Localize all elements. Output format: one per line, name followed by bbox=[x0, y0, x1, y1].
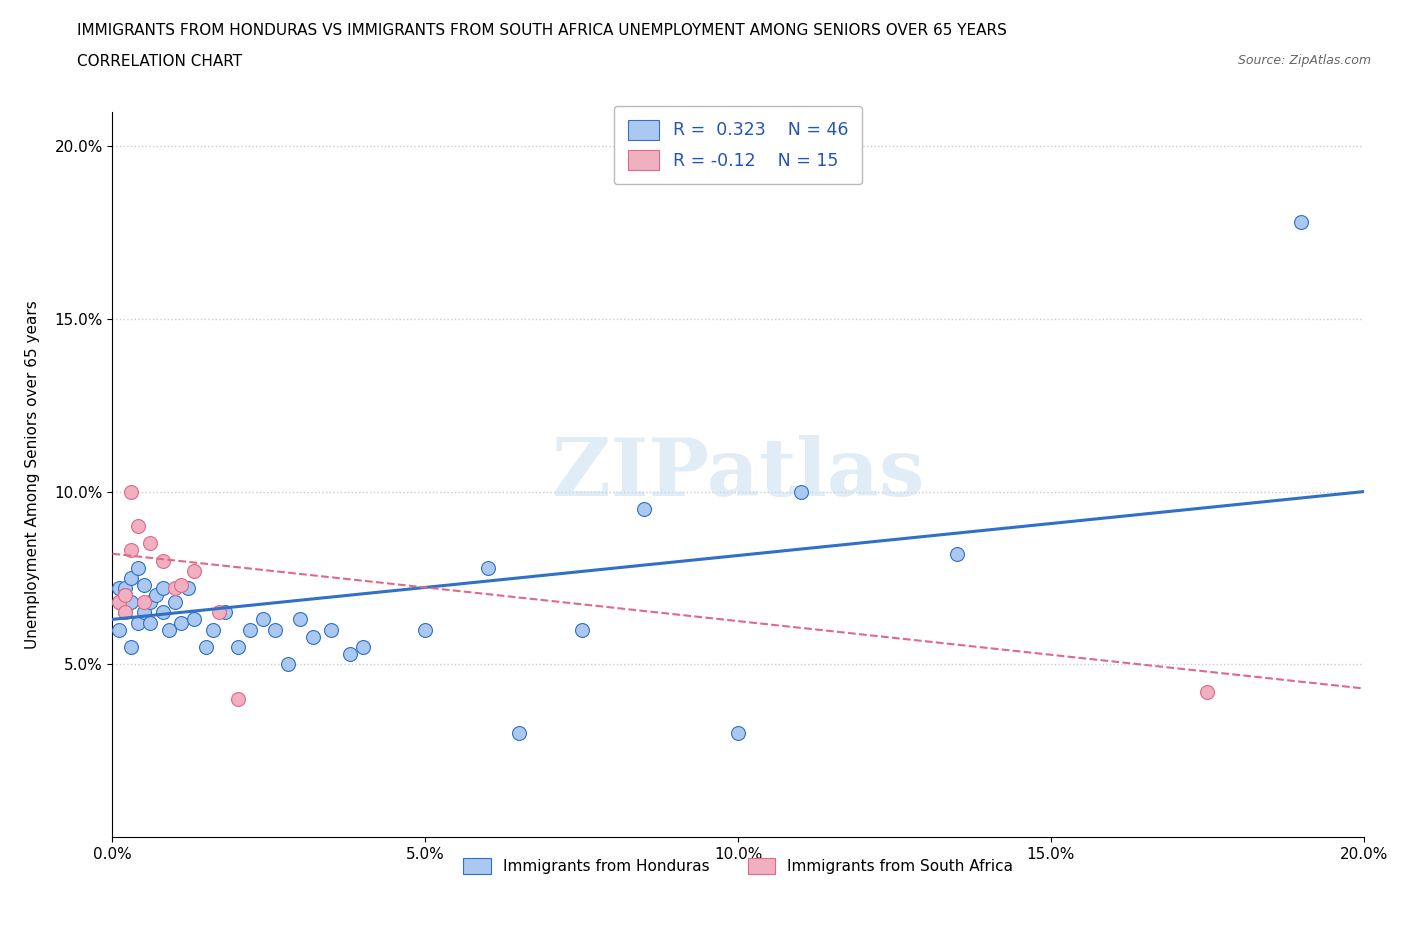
Point bbox=[120, 640, 142, 655]
Point bbox=[114, 581, 136, 596]
Text: Source: ZipAtlas.com: Source: ZipAtlas.com bbox=[1237, 54, 1371, 67]
Point bbox=[571, 622, 593, 637]
Text: IMMIGRANTS FROM HONDURAS VS IMMIGRANTS FROM SOUTH AFRICA UNEMPLOYMENT AMONG SENI: IMMIGRANTS FROM HONDURAS VS IMMIGRANTS F… bbox=[77, 23, 1007, 38]
Point bbox=[264, 622, 287, 637]
Point bbox=[508, 726, 530, 741]
Point bbox=[208, 605, 231, 620]
Point bbox=[132, 605, 155, 620]
Point bbox=[132, 594, 155, 609]
Point bbox=[415, 622, 437, 637]
Point bbox=[139, 536, 162, 551]
Point bbox=[114, 605, 136, 620]
Point bbox=[790, 485, 813, 499]
Point bbox=[201, 622, 224, 637]
Point bbox=[120, 543, 142, 558]
Point bbox=[321, 622, 343, 637]
Point bbox=[152, 605, 174, 620]
Point bbox=[114, 588, 136, 603]
Point bbox=[107, 581, 129, 596]
Point bbox=[114, 605, 136, 620]
Point bbox=[157, 622, 180, 637]
Point bbox=[132, 578, 155, 592]
Point bbox=[277, 657, 299, 671]
Point bbox=[214, 605, 236, 620]
Point bbox=[339, 646, 361, 661]
Point bbox=[120, 570, 142, 585]
Point bbox=[127, 616, 149, 631]
Point bbox=[290, 612, 312, 627]
Point bbox=[477, 560, 499, 575]
Point bbox=[107, 594, 129, 609]
Point bbox=[114, 588, 136, 603]
Point bbox=[120, 594, 142, 609]
Point bbox=[170, 616, 193, 631]
Point bbox=[145, 588, 167, 603]
Point bbox=[114, 598, 136, 613]
Point bbox=[301, 630, 323, 644]
Point bbox=[127, 560, 149, 575]
Point bbox=[152, 553, 174, 568]
Point bbox=[107, 594, 129, 609]
Point bbox=[127, 519, 149, 534]
Text: CORRELATION CHART: CORRELATION CHART bbox=[77, 54, 242, 69]
Point bbox=[633, 501, 655, 516]
Point bbox=[176, 581, 198, 596]
Point bbox=[163, 581, 186, 596]
Point bbox=[352, 640, 374, 655]
Point bbox=[170, 578, 193, 592]
Point bbox=[226, 640, 249, 655]
Point bbox=[239, 622, 262, 637]
Point bbox=[120, 485, 142, 499]
Point bbox=[252, 612, 274, 627]
Point bbox=[946, 546, 969, 561]
Point bbox=[195, 640, 218, 655]
Point bbox=[1197, 684, 1219, 699]
Text: ZIPatlas: ZIPatlas bbox=[553, 435, 924, 513]
Point bbox=[163, 594, 186, 609]
Point bbox=[139, 616, 162, 631]
Point bbox=[183, 564, 205, 578]
Y-axis label: Unemployment Among Seniors over 65 years: Unemployment Among Seniors over 65 years bbox=[25, 300, 41, 649]
Point bbox=[183, 612, 205, 627]
Point bbox=[226, 691, 249, 706]
Point bbox=[727, 726, 749, 741]
Point bbox=[152, 581, 174, 596]
Point bbox=[139, 594, 162, 609]
Legend: Immigrants from Honduras, Immigrants from South Africa: Immigrants from Honduras, Immigrants fro… bbox=[457, 852, 1019, 880]
Point bbox=[1291, 215, 1313, 230]
Point bbox=[107, 622, 129, 637]
